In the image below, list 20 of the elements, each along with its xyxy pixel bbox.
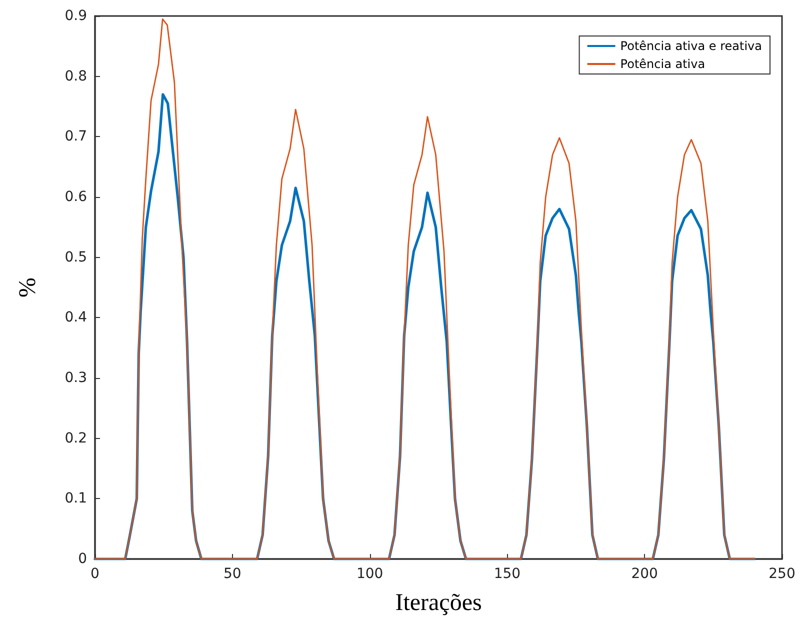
legend-label: Potência ativa e reativa <box>620 39 762 53</box>
x-tick-label: 100 <box>356 566 384 582</box>
x-tick-label: 150 <box>494 566 521 582</box>
x-tick-label: 0 <box>90 566 100 582</box>
y-tick-label: 0.1 <box>64 490 87 507</box>
y-tick-label: 0.3 <box>64 370 87 386</box>
y-tick-label: 0.6 <box>64 189 88 205</box>
x-tick-label: 200 <box>631 566 658 582</box>
y-tick-label: 0.9 <box>64 8 87 24</box>
x-axis-title: Iterações <box>395 590 482 616</box>
legend-label: Potência ativa <box>620 57 706 71</box>
x-tick-label: 250 <box>768 566 796 582</box>
y-tick-label: 0.8 <box>64 68 87 84</box>
y-tick-label: 0.7 <box>64 128 87 145</box>
x-tick-label: 50 <box>223 566 242 582</box>
y-tick-label: 0.5 <box>64 249 87 266</box>
y-tick-label: 0.4 <box>64 310 88 326</box>
y-tick-label: 0 <box>78 551 87 567</box>
y-tick-label: 0.2 <box>64 430 87 446</box>
y-axis-title: % <box>15 278 41 298</box>
